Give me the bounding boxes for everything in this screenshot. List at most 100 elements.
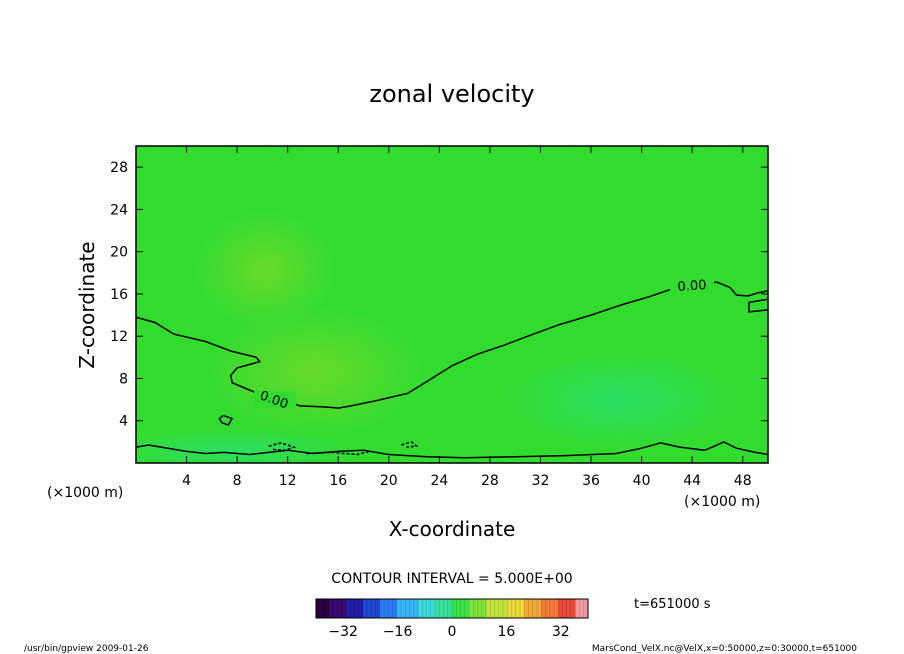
x-tick-label: 40 — [633, 473, 651, 489]
colorbar-cell — [379, 599, 385, 618]
colorbar-cell — [537, 599, 542, 618]
x-tick-label: 12 — [279, 473, 297, 489]
colorbar-cell — [439, 599, 444, 618]
colorbar-cell — [558, 599, 563, 618]
colorbar-cell — [375, 599, 381, 618]
colorbar-cell — [418, 599, 423, 618]
footer-left: /usr/bin/gpview 2009-01-26 — [24, 644, 149, 654]
colorbar-cell — [405, 599, 410, 618]
contour-label: 0.00 — [677, 278, 707, 295]
colorbar-cell — [392, 599, 398, 618]
field-shading-cool — [136, 428, 360, 463]
colorbar-cell — [396, 599, 402, 618]
colorbar-tick-label: −32 — [328, 624, 358, 640]
y-tick-label: 4 — [119, 414, 128, 430]
colorbar-cell — [524, 599, 529, 618]
y-tick-label: 24 — [110, 202, 128, 218]
colorbar-cell — [345, 599, 351, 618]
colorbar-cell — [324, 599, 330, 618]
x-tick-label: 8 — [233, 473, 242, 489]
negative-contour-line — [306, 450, 370, 456]
colorbar-cell — [562, 599, 568, 618]
colorbar-cell — [426, 599, 432, 618]
y-axis-ticks: 4 8 12 16 20 24 28 — [110, 160, 768, 430]
x-tick-label: 20 — [380, 473, 398, 489]
x-tick-label: 4 — [182, 473, 191, 489]
colorbar-cell — [507, 599, 512, 618]
colorbar-cell — [515, 599, 521, 618]
colorbar-cell — [354, 599, 359, 618]
y-axis-label: Z-coordinate — [75, 241, 99, 368]
y-tick-label: 28 — [110, 160, 128, 176]
x-axis-unit-left: (×1000 m) — [47, 485, 123, 501]
x-tick-label: 24 — [430, 473, 448, 489]
colorbar-cell — [460, 599, 466, 618]
colorbar-cell — [494, 599, 500, 618]
contour-label-bg — [254, 391, 296, 408]
colorbar-cell — [520, 599, 525, 618]
colorbar-cell — [388, 599, 393, 618]
chart-title: zonal velocity — [369, 80, 534, 108]
colorbar-cell — [333, 599, 338, 618]
x-axis-label: X-coordinate — [389, 517, 516, 541]
colorbar-cell — [532, 599, 538, 618]
colorbar-cell — [443, 599, 449, 618]
colorbar-cell — [571, 599, 576, 618]
colorbar-tick-label: 32 — [552, 624, 570, 640]
colorbar-cell — [481, 599, 487, 618]
colorbar-cell — [469, 599, 474, 618]
x-tick-label: 28 — [481, 473, 499, 489]
field-shading-warm — [195, 210, 335, 330]
colorbar-cell — [528, 599, 534, 618]
colorbar-cell — [545, 599, 551, 618]
colorbar-cell — [583, 599, 589, 618]
colorbar-cell — [566, 599, 572, 618]
colorbar-cell — [413, 599, 419, 618]
colorbar-tick-label: 16 — [497, 624, 515, 640]
colorbar-cell — [371, 599, 376, 618]
colorbar-cell — [452, 599, 457, 618]
colorbar-cell — [422, 599, 427, 618]
colorbar-cell — [575, 599, 580, 618]
negative-contour-line — [268, 442, 297, 452]
x-tick-label: 32 — [532, 473, 550, 489]
colorbar-cell — [401, 599, 406, 618]
x-tick-label: 16 — [329, 473, 347, 489]
colorbar-cell — [486, 599, 491, 618]
y-tick-label: 12 — [110, 329, 128, 345]
colorbar-cell — [435, 599, 440, 618]
x-axis-unit-right: (×1000 m) — [684, 494, 760, 510]
colorbar-cell — [541, 599, 546, 618]
colorbar-cell — [490, 599, 495, 618]
colorbar-cell — [511, 599, 517, 618]
colorbar-cell — [316, 599, 321, 618]
plot-area — [136, 146, 768, 463]
zero-contour-line — [748, 298, 768, 313]
field-shading-cool — [500, 350, 740, 450]
x-tick-label: 44 — [683, 473, 701, 489]
colorbar-tick-label: −16 — [383, 624, 413, 640]
x-tick-label: 36 — [582, 473, 600, 489]
colorbar-cell — [350, 599, 355, 618]
colorbar-cell — [477, 599, 483, 618]
colorbar-cell — [579, 599, 585, 618]
colorbar-cell — [409, 599, 415, 618]
zero-contour-line — [136, 441, 768, 459]
footer-right: MarsCond_VelX.nc@VelX,x=0:50000,z=0:3000… — [592, 644, 857, 654]
colorbar-cell — [337, 599, 342, 618]
plot-frame — [135, 145, 769, 464]
colorbar — [315, 599, 589, 618]
contour-interval: CONTOUR INTERVAL = 5.000E+00 — [331, 571, 572, 587]
colorbar-cell — [456, 599, 461, 618]
colorbar-cell — [549, 599, 555, 618]
negative-contour-line — [401, 441, 419, 448]
colorbar-cell — [503, 599, 508, 618]
x-axis-ticks: 4 8 12 16 20 24 28 32 36 40 44 48 — [182, 146, 752, 489]
colorbar-cell — [367, 599, 372, 618]
y-tick-label: 8 — [119, 371, 128, 387]
colorbar-frame — [315, 598, 589, 619]
colorbar-cell — [341, 599, 347, 618]
zero-contour-line — [218, 414, 234, 426]
colorbar-cell — [384, 599, 389, 618]
